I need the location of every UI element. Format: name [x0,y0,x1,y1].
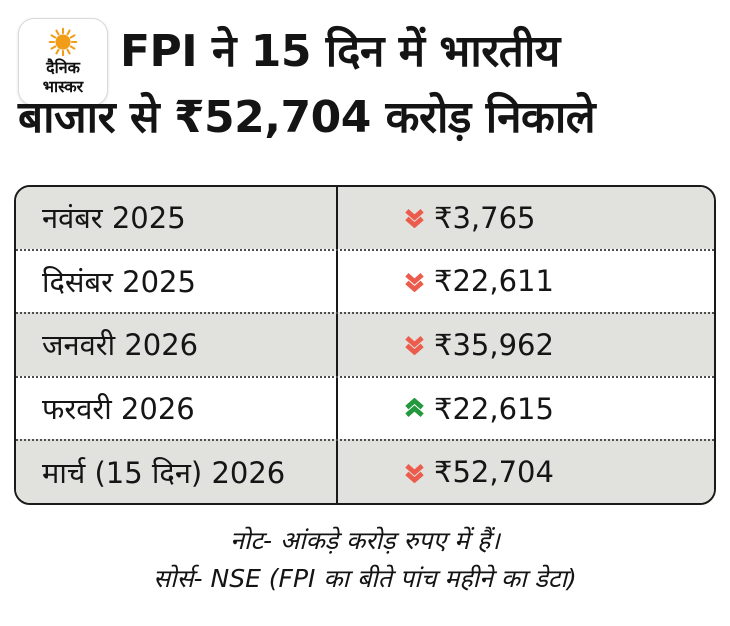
trend-down-icon [404,462,425,483]
footer-notes: नोट- आंकड़े करोड़ रुपए में हैं। सोर्स- N… [0,522,730,598]
amount-text: ₹3,765 [434,200,536,235]
month-cell: मार्च (15 दिन) 2026 [16,441,338,503]
amount-text: ₹22,611 [434,264,554,299]
brand-name-line1: दैनिक [46,58,80,77]
table-row: फरवरी 2026 ₹22,615 [16,375,714,440]
amount-text: ₹22,615 [434,391,554,426]
value-cell: ₹35,962 [338,314,714,376]
unit-note: नोट- आंकड़े करोड़ रुपए में हैं। [230,526,500,555]
amount-text: ₹52,704 [434,455,554,490]
value-cell: ₹22,615 [338,378,714,440]
brand-logo: दैनिक भास्कर [18,18,108,106]
month-cell: नवंबर 2025 [16,187,338,249]
value-cell: ₹3,765 [338,187,714,249]
month-cell: दिसंबर 2025 [16,250,338,313]
table-row: दिसंबर 2025 ₹22,611 [16,248,714,313]
table-row: नवंबर 2025 ₹3,765 [16,187,714,249]
brand-name-line2: भास्कर [42,77,84,96]
sun-icon [48,27,78,57]
trend-down-icon [404,334,425,356]
source-note: सोर्स- NSE (FPI का बीते पांच महीने का डे… [153,564,577,593]
headline-line1: FPI ने 15 दिन में भारतीय [120,26,560,77]
headline-line2: बाजार से ₹52,704 करोड़ निकाले [18,92,596,143]
trend-up-icon [404,398,425,419]
table-row: मार्च (15 दिन) 2026 ₹52,704 [16,439,714,503]
value-cell: ₹22,611 [338,251,714,313]
table-row: जनवरी 2026 ₹35,962 [16,312,714,376]
amount-text: ₹35,962 [434,327,554,362]
month-cell: फरवरी 2026 [16,377,338,440]
trend-down-icon [404,271,425,292]
value-cell: ₹52,704 [338,441,714,503]
trend-down-icon [404,207,425,229]
fpi-data-table: नवंबर 2025 ₹3,765 दिसंबर 2025 ₹22,611 जन… [14,185,716,505]
month-cell: जनवरी 2026 [16,314,338,376]
brand-name: दैनिक भास्कर [43,58,83,96]
